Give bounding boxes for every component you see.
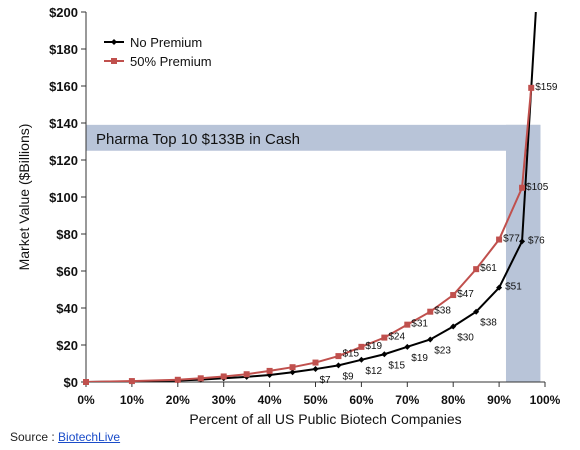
premium-50-marker <box>450 292 457 299</box>
top-decile-band <box>505 124 541 382</box>
premium-50-marker <box>473 266 480 273</box>
premium-50-marker <box>312 359 319 366</box>
x-tick-label: 100% <box>530 393 561 407</box>
x-tick-label: 70% <box>395 393 419 407</box>
premium-50-marker <box>197 375 204 382</box>
premium-50-marker <box>174 376 181 383</box>
cash-band-label: Pharma Top 10 $133B in Cash <box>96 131 300 148</box>
no-premium-marker <box>450 323 457 330</box>
legend-label: 50% Premium <box>130 54 212 69</box>
legend-marker <box>111 39 117 45</box>
premium-50-data-label: $105 <box>526 182 549 193</box>
no-premium-marker <box>312 366 319 373</box>
premium-50-marker <box>404 321 411 328</box>
source-link[interactable]: BiotechLive <box>58 430 121 444</box>
premium-50-marker <box>266 367 273 374</box>
premium-50-data-label: $159 <box>535 82 558 93</box>
legend-marker <box>111 58 117 64</box>
no-premium-data-label: $15 <box>388 360 405 371</box>
x-axis-title: Percent of all US Public Biotech Compani… <box>189 411 461 427</box>
premium-50-marker <box>83 379 89 385</box>
x-tick-label: 30% <box>212 393 236 407</box>
premium-50-data-label: $15 <box>342 348 359 359</box>
no-premium-marker <box>473 308 480 315</box>
no-premium-data-label: $23 <box>434 345 451 356</box>
y-tick-label: $0 <box>64 375 78 390</box>
no-premium-data-label: $38 <box>480 318 497 329</box>
y-tick-label: $180 <box>49 42 78 57</box>
no-premium-marker <box>427 336 434 343</box>
y-tick-label: $100 <box>49 190 78 205</box>
premium-50-data-label: $19 <box>365 341 382 352</box>
no-premium-data-label: $9 <box>342 371 354 382</box>
x-tick-label: 10% <box>120 393 144 407</box>
x-tick-label: 20% <box>166 393 190 407</box>
y-tick-label: $60 <box>56 264 78 279</box>
no-premium-data-label: $51 <box>505 282 522 293</box>
premium-50-marker <box>358 343 365 350</box>
no-premium-marker <box>496 284 503 291</box>
no-premium-marker <box>519 238 526 245</box>
premium-50-data-label: $47 <box>457 289 474 300</box>
premium-50-marker <box>496 236 503 243</box>
y-tick-label: $120 <box>49 153 78 168</box>
premium-50-marker <box>243 371 250 378</box>
premium-50-marker <box>519 184 526 191</box>
x-tick-label: 60% <box>349 393 373 407</box>
premium-50-marker <box>128 378 135 385</box>
x-tick-label: 90% <box>487 393 511 407</box>
legend-label: No Premium <box>130 35 202 50</box>
y-tick-label: $40 <box>56 301 78 316</box>
no-premium-marker <box>335 362 342 369</box>
source-prefix: Source : <box>10 430 59 444</box>
premium-50-data-label: $24 <box>388 332 405 343</box>
x-tick-label: 0% <box>77 393 95 407</box>
premium-50-marker <box>220 373 227 380</box>
x-tick-label: 80% <box>441 393 465 407</box>
no-premium-data-label: $19 <box>411 353 428 364</box>
premium-50-data-label: $31 <box>411 319 428 330</box>
y-tick-label: $200 <box>49 5 78 20</box>
y-tick-label: $140 <box>49 116 78 131</box>
x-tick-label: 50% <box>303 393 327 407</box>
premium-50-data-label: $61 <box>480 263 497 274</box>
y-tick-label: $80 <box>56 227 78 242</box>
premium-50-marker <box>335 353 342 360</box>
y-tick-label: $20 <box>56 338 78 353</box>
no-premium-data-label: $30 <box>457 333 474 344</box>
no-premium-marker <box>358 356 365 363</box>
y-tick-label: $160 <box>49 79 78 94</box>
cash-band <box>86 124 541 151</box>
x-tick-label: 40% <box>258 393 282 407</box>
y-axis-title: Market Value ($Billions) <box>16 124 32 271</box>
no-premium-marker <box>404 343 411 350</box>
premium-50-data-label: $38 <box>434 306 451 317</box>
no-premium-marker <box>289 369 296 376</box>
no-premium-data-label: $12 <box>365 366 382 377</box>
no-premium-data-label: $7 <box>320 375 332 386</box>
no-premium-marker <box>381 351 388 358</box>
premium-50-marker <box>381 334 388 341</box>
premium-50-marker <box>528 84 535 91</box>
premium-50-marker <box>289 364 296 371</box>
premium-50-marker <box>427 308 434 315</box>
market-value-chart: Pharma Top 10 $133B in Cash $0 $20 $40 $60 $8… <box>16 5 561 427</box>
no-premium-data-label: $76 <box>528 235 545 246</box>
premium-50-data-label: $77 <box>503 234 520 245</box>
source-note: Source : BiotechLive <box>10 430 120 444</box>
